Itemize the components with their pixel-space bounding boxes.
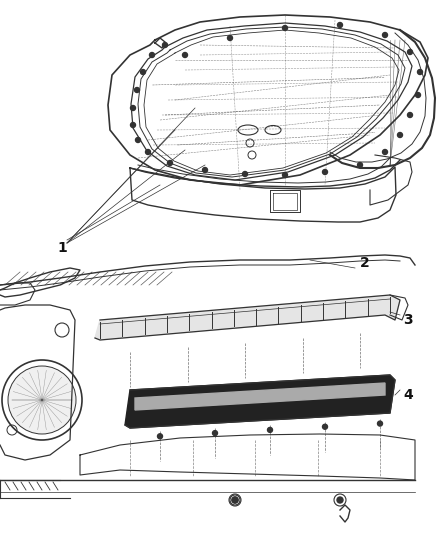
Circle shape	[338, 22, 343, 28]
Circle shape	[322, 169, 328, 174]
Circle shape	[337, 497, 343, 503]
Circle shape	[232, 497, 238, 503]
Circle shape	[183, 52, 187, 58]
Circle shape	[158, 434, 162, 439]
Circle shape	[232, 497, 238, 503]
Circle shape	[283, 173, 287, 177]
Circle shape	[407, 112, 413, 117]
Circle shape	[243, 172, 247, 176]
Text: 2: 2	[360, 256, 370, 270]
Text: 1: 1	[57, 241, 67, 255]
Circle shape	[283, 26, 287, 30]
Circle shape	[398, 133, 403, 138]
Polygon shape	[95, 295, 400, 340]
Circle shape	[131, 123, 135, 127]
Circle shape	[378, 421, 382, 426]
Circle shape	[202, 167, 208, 173]
Circle shape	[141, 69, 145, 75]
Polygon shape	[125, 375, 395, 428]
Text: 3: 3	[403, 313, 413, 327]
Circle shape	[382, 33, 388, 37]
Circle shape	[8, 366, 76, 434]
Text: 4: 4	[403, 388, 413, 402]
Circle shape	[357, 163, 363, 167]
Circle shape	[149, 52, 155, 58]
Circle shape	[167, 160, 173, 166]
Circle shape	[268, 427, 272, 432]
Circle shape	[407, 50, 413, 54]
Circle shape	[162, 43, 167, 47]
Circle shape	[135, 138, 141, 142]
Circle shape	[382, 149, 388, 155]
Circle shape	[322, 424, 328, 429]
Circle shape	[145, 149, 151, 155]
Circle shape	[417, 69, 423, 75]
Circle shape	[134, 87, 139, 93]
Circle shape	[227, 36, 233, 41]
Circle shape	[212, 431, 218, 435]
Polygon shape	[135, 383, 385, 410]
Circle shape	[131, 106, 135, 110]
Circle shape	[416, 93, 420, 98]
